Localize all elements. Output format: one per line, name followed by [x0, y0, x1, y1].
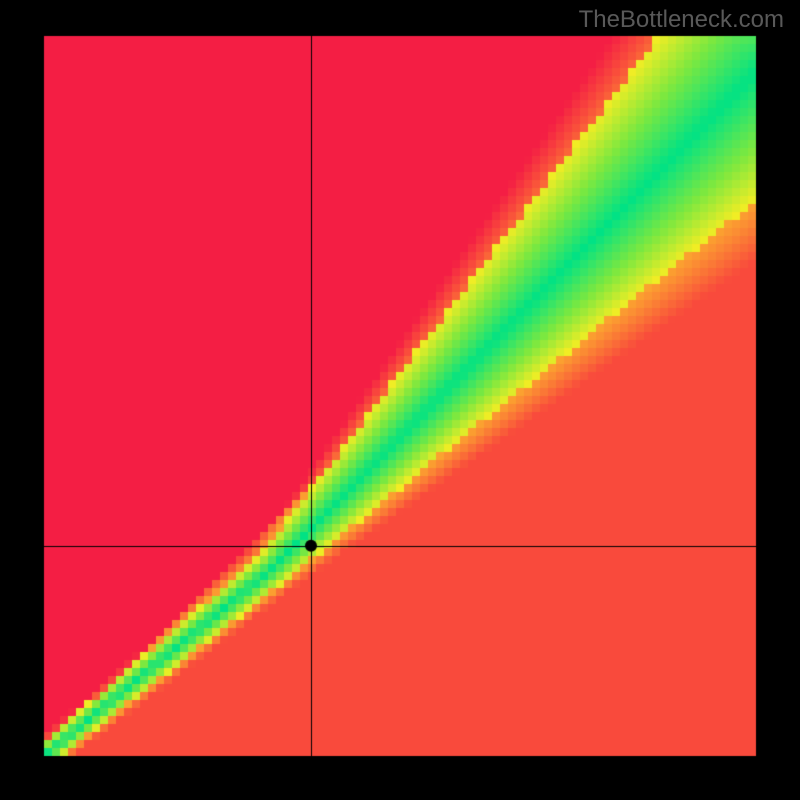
heatmap-canvas [0, 0, 800, 800]
chart-container: TheBottleneck.com [0, 0, 800, 800]
watermark-text: TheBottleneck.com [579, 6, 784, 34]
